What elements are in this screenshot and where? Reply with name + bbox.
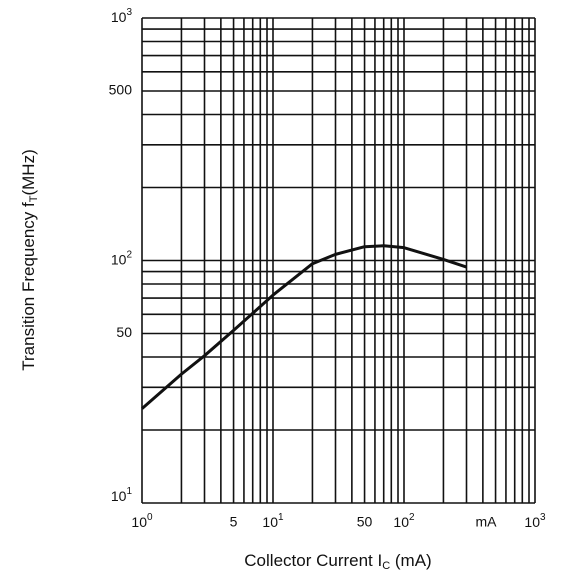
x-tick-label-base: 10 [262,514,278,530]
x-tick-label: 5 [230,514,238,530]
y-tick-label: 500 [109,82,133,98]
x-tick-label-sup: 2 [409,512,415,523]
y-tick-label: 103 [111,7,133,25]
y-title-unit: (MHz) [19,149,38,195]
x-tick-label-sup: 1 [278,512,284,523]
y-title-main: Transition Frequency f [19,202,38,371]
y-tick-label: 102 [111,249,133,267]
x-tick-label-base: 10 [131,514,147,530]
y-tick-label: 50 [116,324,132,340]
x-tick-label-base: 10 [393,514,409,530]
x-title-unit: (mA) [390,551,432,570]
x-axis-title: Collector Current IC (mA) [244,551,431,571]
x-tick-label: 101 [262,512,284,530]
data-line [141,244,467,410]
y-tick-label-base: 10 [111,488,127,504]
y-axis-title: Transition Frequency fT(MHz) [19,149,39,371]
x-tick-label: 50 [357,514,373,530]
x-title-sub: C [382,560,390,572]
y-tick-label-base: 10 [111,9,127,25]
y-tick-label-sup: 3 [126,7,132,18]
y-tick-label: 101 [111,486,133,504]
x-tick-label: 103 [524,512,546,530]
x-title-main: Collector Current I [244,551,382,570]
x-tick-label: 100 [131,512,153,530]
x-tick-label-base: 10 [524,514,540,530]
x-tick-label-sup: 3 [540,512,546,523]
y-tick-label-sup: 2 [126,249,132,260]
x-tick-label: 102 [393,512,415,530]
x-unit-note: mA [476,514,498,530]
y-tick-label-base: 10 [111,251,127,267]
y-title-sub: T [28,195,40,202]
x-tick-label-sup: 0 [147,512,153,523]
y-tick-label-sup: 1 [126,486,132,497]
